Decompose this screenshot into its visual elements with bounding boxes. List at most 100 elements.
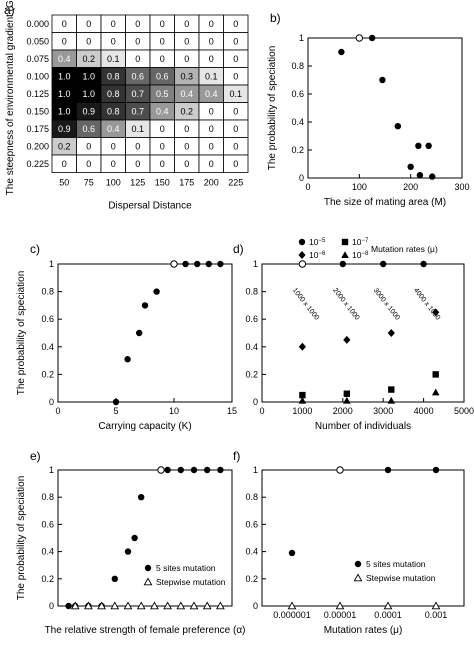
- y-tick-label: 0.075: [26, 54, 49, 64]
- panel-f: f) 0 0.2 0.4 0.6 0.8 1 0.000001 0.00001 0.0001 0.0…: [233, 449, 465, 636]
- data-point: [388, 386, 395, 393]
- heatmap-cell-label: 0: [233, 37, 238, 47]
- y-tick-label: 0: [253, 397, 258, 407]
- legend-label: 10−6: [309, 250, 326, 260]
- heatmap-cell-label: 1.0: [82, 72, 95, 82]
- panel-b: b) 0 0.2 0.4 0.6 0.8 1 0 100 200 300 The size of ma…: [267, 11, 470, 208]
- data-point-open: [355, 34, 364, 42]
- data-point-open: [176, 601, 186, 610]
- data-point: [153, 288, 160, 295]
- y-tick-label: 0: [299, 173, 304, 183]
- panel-label: d): [233, 242, 244, 256]
- y-tick-label: 0.4: [245, 547, 258, 557]
- data-point: [124, 548, 132, 555]
- heatmap-cell-label: 0.6: [82, 124, 95, 134]
- data-point-open: [136, 601, 146, 610]
- y-tick-label: 1: [299, 33, 304, 43]
- heatmap-cell-label: 0.4: [107, 124, 120, 134]
- heatmap-cell-label: 0: [233, 107, 238, 117]
- heatmap-cell-label: 0.6: [156, 72, 169, 82]
- plot-frame: [307, 37, 463, 179]
- y-tick-label: 0.8: [245, 492, 258, 502]
- data-point-open: [157, 466, 165, 474]
- data-point-open: [287, 601, 297, 610]
- grid-size-annotation: 4000 x 1000: [412, 287, 441, 322]
- panel-label: b): [270, 11, 281, 25]
- heatmap-cell-label: 0: [184, 37, 189, 47]
- y-tick-label: 0.4: [41, 547, 54, 557]
- y-tick-label: 0: [49, 397, 54, 407]
- heatmap-cell-label: 0: [160, 124, 165, 134]
- heatmap-cell-label: 0: [184, 19, 189, 29]
- x-tick-label: 2000: [333, 406, 353, 416]
- y-tick-label: 0.200: [26, 142, 49, 152]
- data-point: [394, 123, 402, 130]
- x-axis-label: Number of individuals: [315, 421, 411, 432]
- data-point: [431, 388, 440, 396]
- data-point: [217, 466, 224, 474]
- data-point: [194, 260, 201, 268]
- x-tick-label: 1000: [292, 406, 312, 416]
- data-point: [380, 260, 387, 268]
- heatmap-cell-label: 0.8: [107, 107, 120, 117]
- x-axis-label: Mutation rates (μ): [324, 625, 403, 636]
- data-point: [343, 390, 351, 397]
- data-point: [177, 466, 184, 474]
- x-tick-label: 300: [454, 182, 469, 192]
- legend-label: 5 sites mutation: [156, 563, 216, 573]
- data-point: [124, 356, 131, 363]
- y-tick-label: 0.4: [245, 342, 258, 352]
- data-point-open: [163, 601, 172, 610]
- heatmap-cell-label: 0.8: [107, 89, 120, 99]
- heatmap-cell-label: 0: [184, 54, 189, 64]
- data-point: [432, 308, 440, 317]
- panel-label: e): [30, 449, 41, 463]
- heatmap-cell-label: 0: [184, 142, 189, 152]
- legend-label: Stepwise mutation: [156, 577, 226, 587]
- data-point: [112, 398, 120, 406]
- heatmap-cell-label: 0: [209, 159, 214, 169]
- heatmap-cell-label: 0: [62, 19, 67, 29]
- data-point: [338, 48, 345, 56]
- data-point-open: [84, 601, 93, 610]
- heatmap-cell-label: 0: [86, 37, 91, 47]
- y-tick-label: 0.8: [41, 492, 54, 502]
- heatmap-cell-label: 0: [233, 124, 238, 134]
- y-tick-label: 0.6: [41, 314, 54, 324]
- data-point-open: [170, 260, 178, 268]
- heatmap-cell-label: 0: [135, 37, 140, 47]
- data-point: [339, 260, 346, 268]
- heatmap-cell-label: 0: [209, 19, 214, 29]
- data-point: [341, 238, 349, 246]
- heatmap-cell-label: 0: [135, 19, 140, 29]
- heatmap-cell-label: 0.7: [131, 89, 144, 99]
- data-point: [387, 329, 395, 337]
- heatmap-cell-label: 0: [111, 19, 116, 29]
- x-axis-label: The relative strength of female preferen…: [45, 625, 246, 636]
- heatmap-cell-label: 0.4: [180, 89, 193, 99]
- y-tick-label: 0.8: [291, 61, 304, 71]
- legend-title: Mutation rates (μ): [371, 244, 438, 254]
- panel-label: a): [4, 3, 15, 17]
- y-tick-label: 1: [253, 465, 258, 475]
- data-point: [407, 163, 414, 170]
- heatmap-cell-label: 0.5: [156, 89, 169, 99]
- heatmap-cell-label: 0: [160, 142, 165, 152]
- y-tick-label: 0.2: [245, 574, 258, 584]
- data-point-open: [298, 260, 307, 268]
- data-point-open: [97, 601, 106, 610]
- x-tick-label: 3000: [373, 406, 393, 416]
- x-tick-label: 200: [204, 178, 219, 188]
- heatmap-cell-label: 0: [135, 54, 140, 64]
- heatmap-cell-label: 0: [209, 37, 214, 47]
- data-point: [420, 260, 427, 268]
- data-point: [205, 260, 212, 268]
- heatmap-cell-label: 0: [62, 159, 67, 169]
- data-point: [298, 251, 306, 259]
- y-tick-label: 0.225: [26, 159, 49, 169]
- panel-label: f): [233, 449, 240, 463]
- data-point: [387, 396, 396, 404]
- heatmap-cell-label: 0.6: [131, 72, 144, 82]
